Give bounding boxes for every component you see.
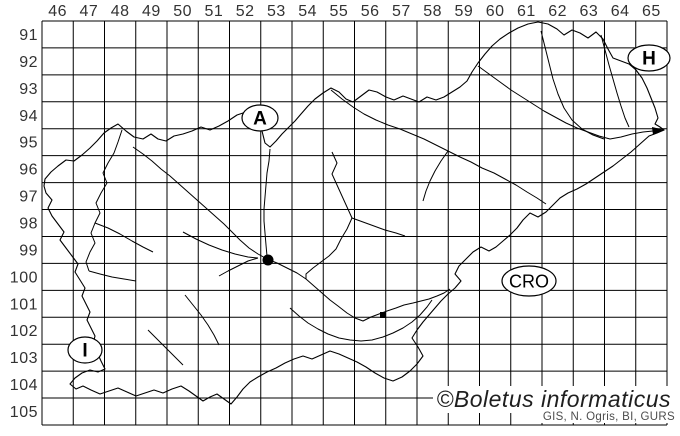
river-line [330, 89, 547, 205]
col-label: 54 [298, 3, 317, 20]
river-line [422, 150, 449, 202]
row-label: 97 [19, 189, 38, 206]
river-line [94, 222, 154, 253]
country-label-ellipse-italy [67, 336, 103, 364]
col-label: 55 [329, 3, 348, 20]
river-line [351, 217, 406, 237]
col-label: 64 [611, 3, 630, 20]
river-line [184, 294, 220, 346]
col-label: 60 [486, 3, 505, 20]
country-label-croatia: CRO [509, 272, 549, 292]
col-label: 50 [173, 3, 192, 20]
row-label: 101 [10, 296, 38, 313]
river-line [289, 299, 433, 342]
attribution-text: GIS, N. Ogris, BI, GURS [540, 411, 677, 423]
river-line [147, 329, 184, 366]
river-lines [85, 30, 654, 366]
row-label: 92 [19, 54, 38, 71]
country-label-ellipse-hungary [627, 44, 671, 72]
row-label: 100 [10, 269, 38, 286]
col-label: 65 [642, 3, 661, 20]
row-label: 105 [10, 404, 38, 421]
river-line [263, 148, 271, 257]
col-label: 57 [392, 3, 411, 20]
row-label: 104 [10, 377, 38, 394]
country-label-ellipse-austria [241, 104, 279, 132]
col-label: 58 [423, 3, 442, 20]
country-label-italy: I [82, 341, 87, 362]
watermark-text: ©Boletus informaticus [433, 386, 674, 413]
country-label-ellipse-croatia [501, 265, 557, 297]
record-dot [262, 254, 274, 266]
col-label: 56 [361, 3, 380, 20]
river-line [132, 146, 451, 322]
river-line [218, 257, 259, 277]
col-label: 47 [79, 3, 98, 20]
col-label: 61 [517, 3, 536, 20]
row-label: 91 [19, 27, 38, 44]
country-label-hungary: H [642, 49, 656, 70]
col-label: 59 [454, 3, 473, 20]
river-line [182, 231, 259, 259]
col-label: 48 [111, 3, 130, 20]
row-label: 98 [19, 215, 38, 232]
river-line [85, 129, 123, 272]
col-label: 63 [579, 3, 598, 20]
river-line [540, 30, 605, 140]
country-border-outline [43, 21, 665, 405]
row-label: 99 [19, 242, 38, 259]
row-label: 95 [19, 135, 38, 152]
country-label-austria: A [253, 109, 267, 130]
row-label: 93 [19, 81, 38, 98]
row-label: 102 [10, 323, 38, 340]
col-label: 49 [142, 3, 161, 20]
col-label: 51 [204, 3, 223, 20]
river-line [600, 34, 630, 128]
river-line [477, 65, 654, 140]
row-label: 103 [10, 350, 38, 367]
col-label: 53 [267, 3, 286, 20]
river-line [305, 151, 353, 279]
record-square-marker [380, 312, 386, 318]
row-label: 94 [19, 108, 38, 125]
east-tip-marker [652, 127, 665, 135]
grid-row-labels: 91 92 93 94 95 96 97 98 99 100 101 102 103 104 105 [10, 27, 38, 421]
col-label: 46 [48, 3, 67, 20]
river-line [88, 270, 137, 282]
row-label: 96 [19, 162, 38, 179]
col-label: 62 [548, 3, 567, 20]
grid-column-labels: 46 47 48 49 50 51 52 53 54 55 56 57 58 59 60 61 62 63 64 65 [48, 3, 661, 20]
country-labels: A H CRO I [67, 44, 671, 364]
col-label: 52 [236, 3, 255, 20]
grid-lines [41, 20, 668, 426]
